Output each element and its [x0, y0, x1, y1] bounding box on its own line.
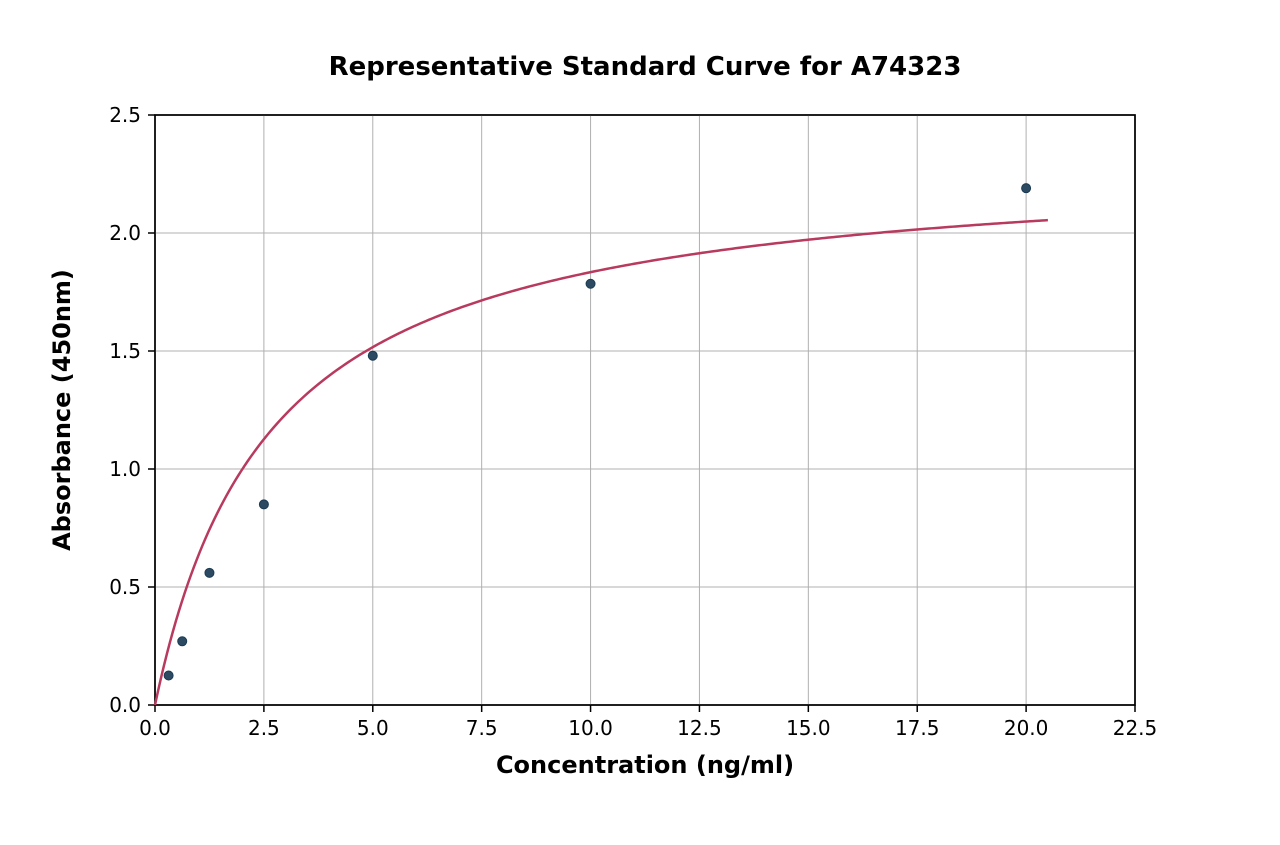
x-axis-label: Concentration (ng/ml) — [496, 751, 794, 779]
x-tick-label: 0.0 — [139, 716, 171, 740]
y-tick-label: 0.5 — [109, 575, 141, 599]
data-point — [1022, 184, 1031, 193]
y-tick-label: 2.0 — [109, 221, 141, 245]
x-tick-label: 15.0 — [786, 716, 831, 740]
x-tick-label: 7.5 — [466, 716, 498, 740]
x-tick-label: 5.0 — [357, 716, 389, 740]
x-tick-label: 20.0 — [1004, 716, 1049, 740]
chart-container: 0.0 2.5 5.0 7.5 10.0 12.5 15.0 17.5 20.0 22.5 0.0 0… — [0, 0, 1280, 845]
y-tick-label: 1.5 — [109, 339, 141, 363]
data-point — [164, 671, 173, 680]
chart-svg: 0.0 2.5 5.0 7.5 10.0 12.5 15.0 17.5 20.0 22.5 0.0 0… — [0, 0, 1280, 845]
data-point — [368, 351, 377, 360]
x-tick-label: 10.0 — [568, 716, 613, 740]
chart-title: Representative Standard Curve for A74323 — [329, 52, 962, 82]
x-tick-label: 17.5 — [895, 716, 940, 740]
y-tick-label: 0.0 — [109, 693, 141, 717]
plot-area — [155, 115, 1135, 705]
data-point — [205, 568, 214, 577]
data-point — [586, 279, 595, 288]
x-tick-label: 2.5 — [248, 716, 280, 740]
x-tick-label: 22.5 — [1113, 716, 1158, 740]
data-point — [259, 500, 268, 509]
y-axis-label: Absorbance (450nm) — [48, 269, 76, 551]
x-tick-label: 12.5 — [677, 716, 722, 740]
data-point — [178, 637, 187, 646]
y-tick-label: 2.5 — [109, 103, 141, 127]
y-tick-label: 1.0 — [109, 457, 141, 481]
